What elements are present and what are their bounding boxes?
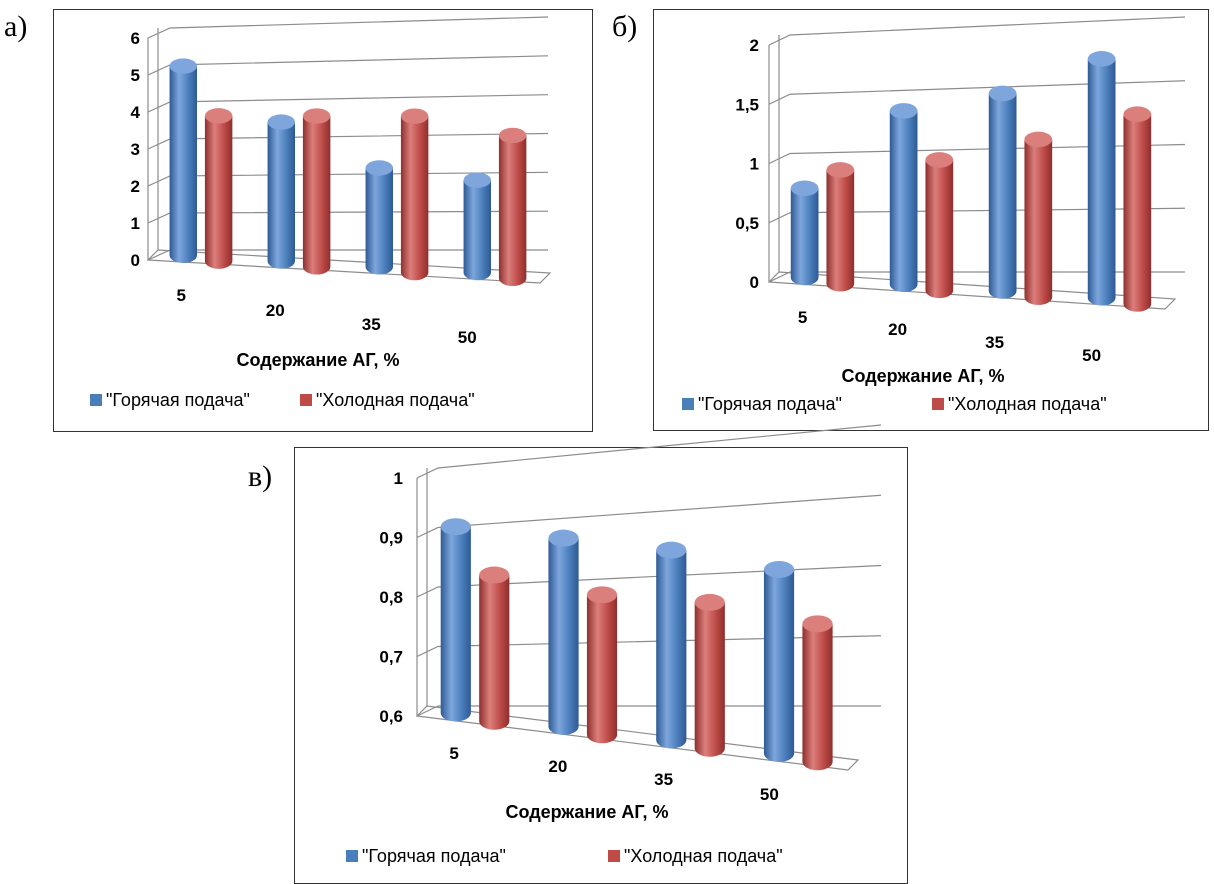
x-tick-label: 50 [760,785,779,804]
x-axis-label: Содержание АГ, % [505,802,668,822]
panel-label-b: б) [612,10,638,43]
bar-hot-5 [440,518,471,722]
y-tick-label: 1 [394,469,403,488]
legend-entry: "Холодная подача" [316,390,475,410]
legend-entry: "Горячая подача" [698,394,842,414]
gridline [147,55,549,76]
gridline [768,16,1186,46]
chart-1: 0 0,5 1 1,5 2 5 20 35 50 Содержание АГ, % "Горячая… [682,16,1186,414]
y-tick-label: 1 [131,214,140,233]
bar-hot-50 [1087,51,1116,306]
bar-cold-5 [204,108,233,269]
gridline [147,16,549,39]
y-tick-label: 0,7 [379,648,403,667]
y-tick-label: 3 [131,140,140,159]
y-tick-label: 1,5 [735,95,759,114]
bar-cold-20 [302,108,331,275]
y-tick-label: 0,6 [379,707,403,726]
bar-hot-50 [763,561,795,762]
y-tick-label: 0,8 [379,588,403,607]
x-tick-label: 50 [1082,346,1101,365]
bar-cold-50 [802,615,833,771]
legend-swatch [300,394,312,406]
bar-hot-20 [267,114,295,269]
legend-swatch [608,850,620,862]
bar-hot-20 [548,529,579,735]
x-tick-label: 5 [449,744,458,763]
bar-hot-5 [169,58,197,263]
x-tick-label: 50 [458,328,477,347]
gridline [416,705,881,717]
x-tick-label: 35 [985,333,1004,352]
bar-cold-20 [925,152,954,299]
x-tick-label: 20 [266,301,285,320]
chart-0: 0 1 2 3 4 5 6 5 20 35 50 Содержание АГ, % "Горячая п… [90,16,552,410]
y-tick-label: 5 [131,66,140,85]
y-tick-label: 0 [131,251,140,270]
bar-hot-35 [365,160,393,275]
bar-cold-5 [826,162,855,292]
chart-2: 0,6 0,7 0,8 0,9 1 5 20 35 50 Содержание АГ, % "Гор… [346,424,882,866]
gridline [147,94,549,113]
bar-cold-5 [479,566,510,730]
legend-entry: "Горячая подача" [106,390,250,410]
gridline [768,207,1186,224]
x-tick-label: 5 [176,286,185,305]
gridline [416,494,882,539]
legend-entry: "Холодная подача" [948,394,1107,414]
x-axis-label: Содержание АГ, % [236,350,399,370]
bar-hot-5 [790,180,819,286]
y-tick-label: 1 [750,155,759,174]
y-tick-label: 0,5 [735,214,759,233]
legend-entry: "Холодная подача" [624,846,783,866]
x-tick-label: 20 [888,320,907,339]
bar-cold-50 [498,127,527,287]
x-tick-label: 35 [362,315,381,334]
gridline [768,143,1186,165]
x-tick-label: 5 [798,308,807,327]
bar-hot-35 [656,541,687,749]
gridline [416,424,882,479]
panel-label-v: в) [248,460,273,493]
y-tick-label: 6 [131,29,140,48]
x-axis-label: Содержание АГ, % [841,366,1004,386]
legend-swatch [932,398,944,410]
y-tick-label: 0 [750,273,759,292]
bar-cold-20 [586,586,618,744]
y-tick-label: 2 [131,177,140,196]
legend-entry: "Горячая подача" [362,846,506,866]
legend-swatch [346,850,358,862]
bar-cold-35 [400,108,429,281]
gridline [768,80,1186,105]
legend-swatch [682,398,694,410]
y-tick-label: 4 [131,103,141,122]
bar-cold-35 [1024,131,1053,305]
panel-label-a: а) [4,10,28,43]
bar-hot-20 [889,103,918,292]
bar-cold-50 [1123,106,1152,312]
y-tick-label: 0,9 [379,529,403,548]
gridline [768,271,1185,283]
bar-hot-35 [988,85,1017,299]
bar-cold-35 [694,593,725,757]
gridline [416,564,882,598]
y-tick-label: 2 [750,36,759,55]
x-tick-label: 35 [654,770,673,789]
legend-swatch [90,394,102,406]
x-tick-label: 20 [548,757,567,776]
gridline [416,635,882,658]
bar-hot-50 [463,172,491,281]
